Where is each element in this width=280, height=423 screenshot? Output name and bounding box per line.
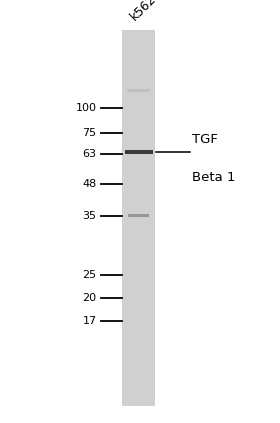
Text: 17: 17 xyxy=(83,316,97,327)
Bar xyxy=(122,30,155,406)
Text: Beta 1: Beta 1 xyxy=(192,171,235,184)
Text: 100: 100 xyxy=(76,103,97,113)
Text: k562: k562 xyxy=(128,0,159,23)
Text: TGF: TGF xyxy=(192,133,218,146)
Text: 75: 75 xyxy=(83,128,97,138)
Bar xyxy=(125,150,153,154)
Bar xyxy=(128,214,149,217)
Text: 48: 48 xyxy=(82,179,97,189)
Text: 20: 20 xyxy=(83,293,97,303)
Bar xyxy=(127,90,150,93)
Text: 35: 35 xyxy=(83,211,97,221)
Text: 25: 25 xyxy=(83,270,97,280)
Text: 63: 63 xyxy=(83,149,97,159)
